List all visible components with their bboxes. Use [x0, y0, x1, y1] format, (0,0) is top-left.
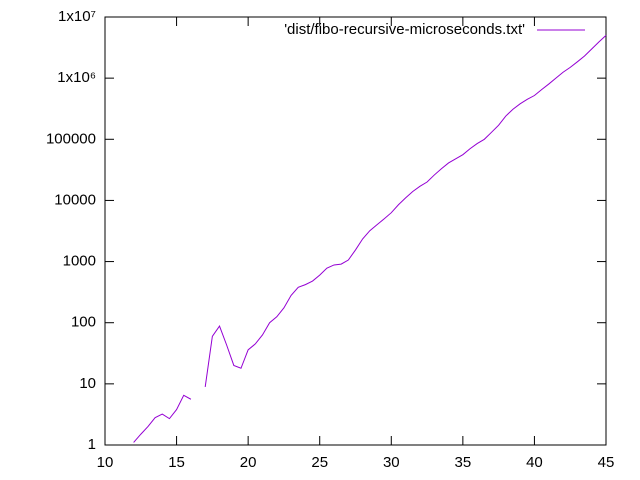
x-tick-label: 15	[168, 454, 185, 471]
x-tick-label: 35	[455, 454, 472, 471]
y-tick-label: 10000	[54, 191, 96, 208]
x-tick-label: 45	[598, 454, 615, 471]
x-tick-label: 30	[383, 454, 400, 471]
y-tick-label: 1x10⁷	[58, 8, 96, 25]
y-tick-label: 100	[71, 314, 96, 331]
y-tick-label: 100000	[46, 130, 96, 147]
x-tick-label: 40	[526, 454, 543, 471]
y-tick-label: 1000	[63, 253, 96, 270]
x-tick-label: 20	[240, 454, 257, 471]
y-tick-label: 1x10⁶	[57, 69, 96, 86]
y-tick-label: 10	[79, 375, 96, 392]
y-tick-label: 1	[88, 436, 96, 453]
legend-label: 'dist/fibo-recursive-microseconds.txt'	[284, 21, 525, 38]
plot-border	[104, 16, 607, 446]
x-tick-label: 10	[97, 454, 114, 471]
data-line	[204, 35, 607, 388]
x-tick-label: 25	[311, 454, 328, 471]
data-line	[133, 394, 192, 443]
